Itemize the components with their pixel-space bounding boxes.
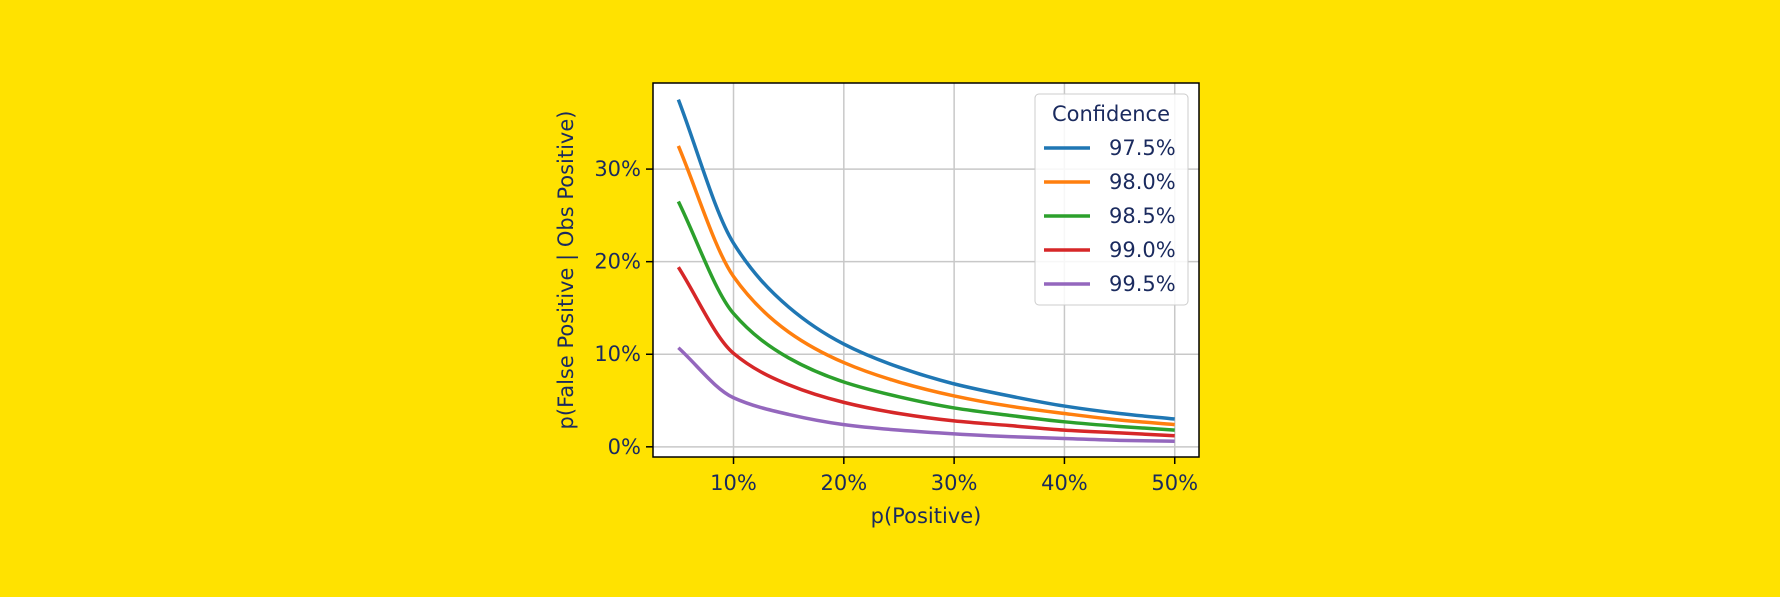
series-line-3 (676, 266, 1175, 438)
y-tick-label: 20% (594, 250, 641, 274)
x-tick-label: 10% (710, 471, 757, 495)
series-layer (676, 99, 1175, 444)
y-tick-label: 10% (594, 342, 641, 366)
x-tick-label: 40% (1041, 471, 1088, 495)
series-line-2 (676, 200, 1175, 432)
plot-frame (652, 82, 1200, 458)
series-line-4 (677, 346, 1175, 444)
x-tick-label: 30% (931, 471, 978, 495)
legend-label: 97.5% (1109, 136, 1176, 160)
x-tick-label: 50% (1151, 471, 1198, 495)
tick-layer: 10% 20% 30% 40% 50% 0% 10% 20% 30% (594, 157, 1198, 495)
legend-label: 99.0% (1109, 238, 1176, 262)
legend-entries: 97.5% 98.0% 98.5% 99.0% 99.5% (1044, 136, 1176, 296)
series-line-1 (676, 145, 1175, 427)
legend: Confidence 97.5% 98.0% 98.5% 99.0% 99.5% (1034, 93, 1189, 306)
y-tick-label: 0% (608, 435, 641, 459)
legend-title: Confidence (1052, 102, 1170, 126)
legend-label: 98.5% (1109, 204, 1176, 228)
y-axis-label: p(False Positive | Obs Positive) (554, 111, 579, 430)
series-line-0 (676, 99, 1175, 421)
x-axis-label: p(Positive) (871, 504, 982, 528)
legend-label: 98.0% (1109, 170, 1176, 194)
y-tick-label: 30% (594, 157, 641, 181)
legend-label: 99.5% (1109, 272, 1176, 296)
x-tick-label: 20% (820, 471, 867, 495)
